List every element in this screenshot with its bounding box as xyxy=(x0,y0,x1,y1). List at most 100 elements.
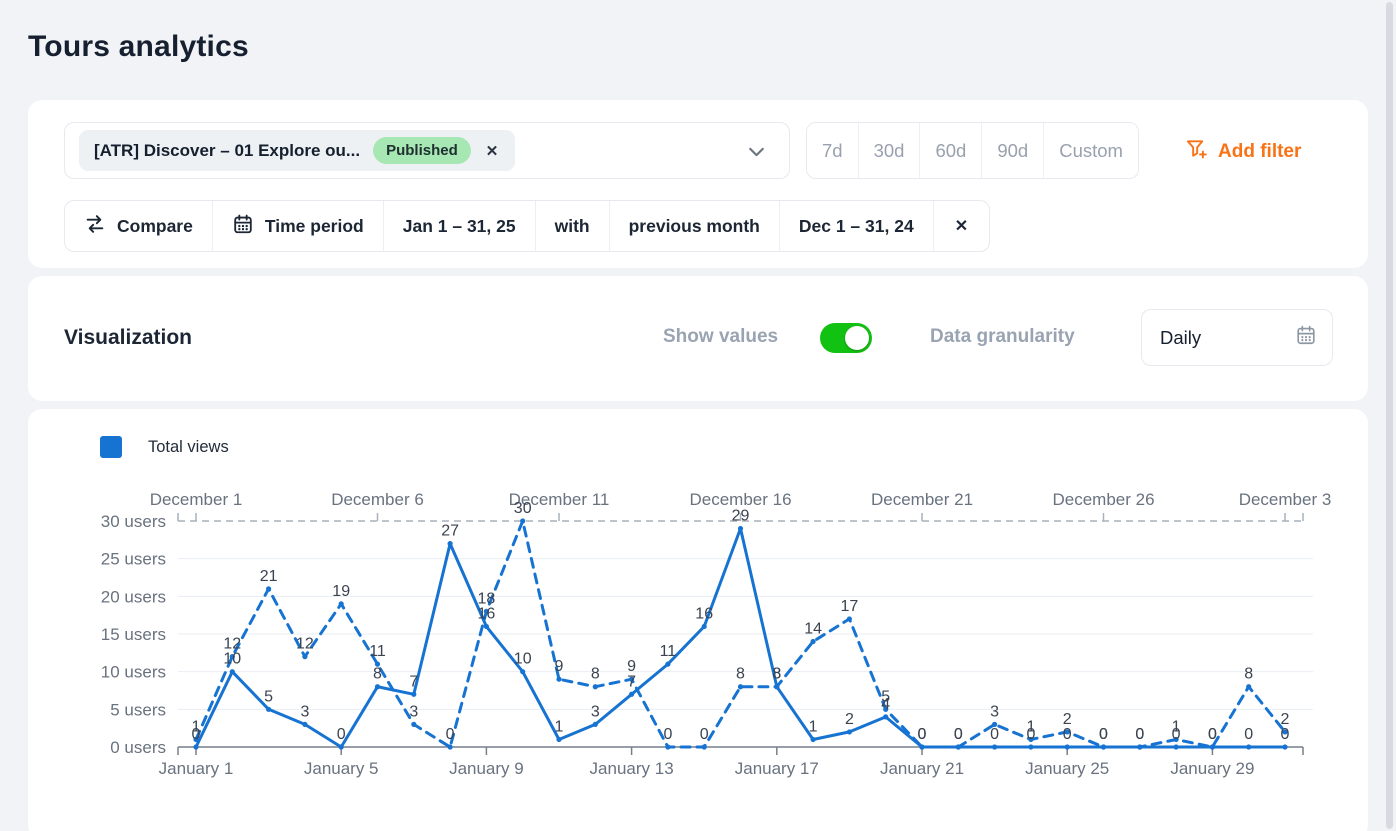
tours-analytics-page: Tours analytics [ATR] Discover – 01 Expl… xyxy=(0,0,1396,831)
svg-text:9: 9 xyxy=(555,658,564,675)
data-point xyxy=(1174,744,1179,749)
svg-text:0: 0 xyxy=(663,726,672,743)
svg-text:4: 4 xyxy=(881,696,890,713)
value-labels-december: 1122112191130183098900881417500312001082 xyxy=(192,500,1290,743)
data-point xyxy=(811,737,816,742)
svg-text:January 1: January 1 xyxy=(159,759,234,778)
svg-text:0: 0 xyxy=(990,726,999,743)
svg-text:3: 3 xyxy=(990,703,999,720)
data-point xyxy=(302,654,307,659)
scrollbar[interactable] xyxy=(1386,2,1393,829)
legend-swatch xyxy=(100,436,122,458)
compare-button[interactable]: Compare xyxy=(65,201,213,251)
page-title: Tours analytics xyxy=(28,30,249,64)
svg-text:0: 0 xyxy=(1135,726,1144,743)
data-point xyxy=(629,692,634,697)
toggle-knob xyxy=(845,326,869,350)
svg-text:0: 0 xyxy=(918,726,927,743)
svg-text:21: 21 xyxy=(260,568,278,585)
remove-compare-button[interactable]: ✕ xyxy=(934,201,989,251)
svg-text:11: 11 xyxy=(660,643,677,660)
remove-tour-icon[interactable]: ✕ xyxy=(484,142,501,160)
svg-text:January 21: January 21 xyxy=(880,759,964,778)
svg-text:14: 14 xyxy=(804,621,822,638)
filters-card: [ATR] Discover – 01 Explore ou... Publis… xyxy=(28,100,1368,268)
visualization-header-card: Visualization Show values Data granulari… xyxy=(28,276,1368,401)
svg-text:0: 0 xyxy=(1208,726,1217,743)
svg-text:3: 3 xyxy=(300,703,309,720)
data-point xyxy=(1101,744,1106,749)
data-point xyxy=(302,722,307,727)
data-granularity-label: Data granularity xyxy=(930,326,1075,348)
data-point xyxy=(1210,744,1215,749)
primary-range-button[interactable]: Jan 1 – 31, 25 xyxy=(384,201,536,251)
chart-card: Total views 0 users5 users10 users15 use… xyxy=(28,409,1368,831)
svg-text:1: 1 xyxy=(809,718,818,735)
data-point xyxy=(411,692,416,697)
data-point xyxy=(847,729,852,734)
compare-mode-button[interactable]: previous month xyxy=(610,201,780,251)
selected-tour-chip: [ATR] Discover – 01 Explore ou... Publis… xyxy=(79,130,515,171)
data-point xyxy=(339,601,344,606)
data-point xyxy=(811,639,816,644)
data-point xyxy=(266,707,271,712)
svg-text:10: 10 xyxy=(514,651,532,668)
svg-text:12: 12 xyxy=(296,636,314,653)
svg-text:0: 0 xyxy=(1172,726,1181,743)
compare-bar: Compare Time period Jan 1 – 31, 25 with xyxy=(64,200,990,252)
svg-text:5: 5 xyxy=(264,688,273,705)
selected-tour-label: [ATR] Discover – 01 Explore ou... xyxy=(94,141,360,161)
svg-text:0 users: 0 users xyxy=(110,738,166,757)
calendar-icon xyxy=(232,213,254,240)
show-values-toggle[interactable] xyxy=(820,323,872,353)
legend-label: Total views xyxy=(148,438,229,457)
svg-text:1: 1 xyxy=(555,718,564,735)
svg-text:December 6: December 6 xyxy=(331,490,424,509)
data-point xyxy=(375,684,380,689)
calendar-icon xyxy=(1295,324,1317,351)
data-point xyxy=(956,744,961,749)
svg-text:0: 0 xyxy=(700,726,709,743)
add-filter-label: Add filter xyxy=(1218,141,1301,163)
svg-text:0: 0 xyxy=(954,726,963,743)
data-point xyxy=(1246,744,1251,749)
granularity-select[interactable]: Daily xyxy=(1141,309,1333,366)
compare-arrows-icon xyxy=(84,213,106,240)
add-filter-button[interactable]: Add filter xyxy=(1185,137,1301,166)
data-point xyxy=(919,744,924,749)
time-range-30d[interactable]: 30d xyxy=(858,123,920,178)
svg-text:16: 16 xyxy=(695,605,713,622)
svg-text:January 13: January 13 xyxy=(590,759,674,778)
svg-text:January 17: January 17 xyxy=(735,759,819,778)
data-point xyxy=(484,624,489,629)
data-point xyxy=(230,669,235,674)
data-point xyxy=(520,518,525,523)
secondary-range-button[interactable]: Dec 1 – 31, 24 xyxy=(780,201,934,251)
svg-text:January 5: January 5 xyxy=(304,759,379,778)
svg-text:3: 3 xyxy=(409,703,418,720)
series-january xyxy=(193,526,1287,750)
data-point xyxy=(738,684,743,689)
svg-text:December 1: December 1 xyxy=(150,490,243,509)
time-range-90d[interactable]: 90d xyxy=(981,123,1043,178)
time-period-button[interactable]: Time period xyxy=(213,201,384,251)
time-range-7d[interactable]: 7d xyxy=(807,123,858,178)
data-point xyxy=(992,744,997,749)
svg-text:December 16: December 16 xyxy=(689,490,791,509)
svg-text:11: 11 xyxy=(369,643,386,660)
visualization-title: Visualization xyxy=(64,326,192,350)
svg-text:0: 0 xyxy=(1244,726,1253,743)
data-point xyxy=(738,526,743,531)
time-range-custom[interactable]: Custom xyxy=(1043,123,1138,178)
data-point xyxy=(593,684,598,689)
svg-text:0: 0 xyxy=(1099,726,1108,743)
svg-text:25 users: 25 users xyxy=(101,550,166,569)
svg-text:7: 7 xyxy=(627,673,636,690)
tour-select[interactable]: [ATR] Discover – 01 Explore ou... Publis… xyxy=(64,122,790,179)
secondary-range-value: Dec 1 – 31, 24 xyxy=(799,216,914,237)
time-range-60d[interactable]: 60d xyxy=(919,123,981,178)
y-axis-labels: 0 users5 users10 users15 users20 users25… xyxy=(101,512,166,757)
svg-text:0: 0 xyxy=(1063,726,1072,743)
svg-text:0: 0 xyxy=(1281,726,1290,743)
svg-text:8: 8 xyxy=(772,666,781,683)
